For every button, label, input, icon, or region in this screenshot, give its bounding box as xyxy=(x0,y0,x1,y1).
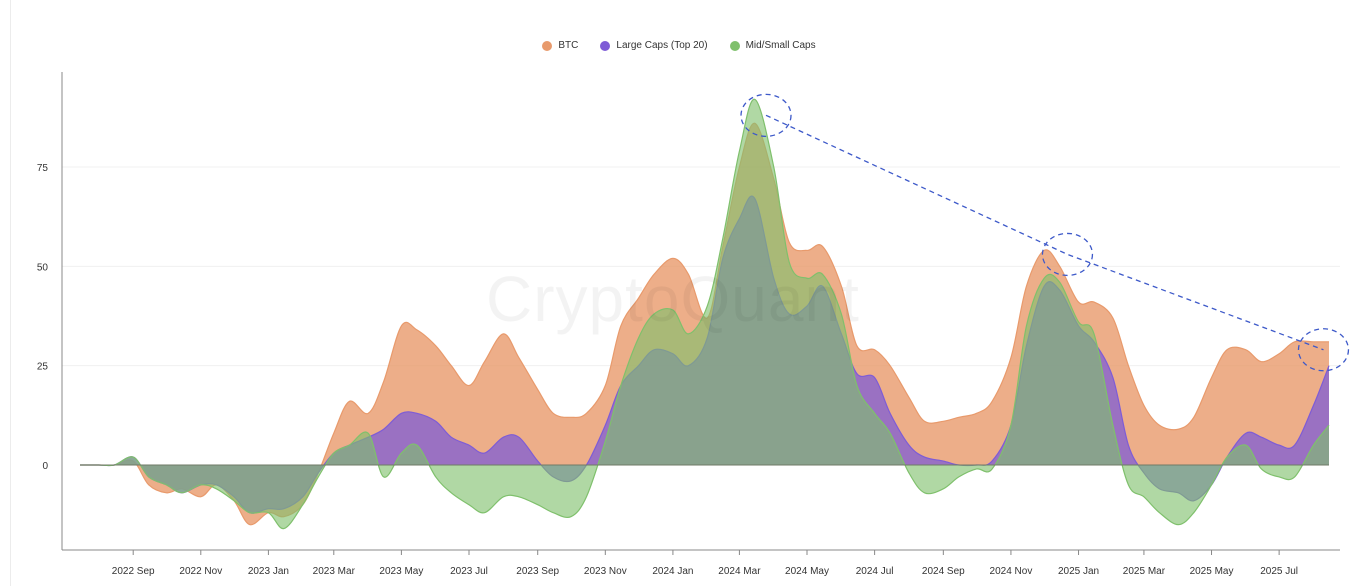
legend-item-mid-small-caps[interactable]: Mid/Small Caps xyxy=(729,40,816,51)
x-tick-label: 2024 May xyxy=(785,566,829,577)
legend-label-btc: BTC xyxy=(558,40,579,51)
x-tick-label: 2023 Nov xyxy=(584,566,627,577)
x-tick-label: 2024 Jan xyxy=(652,566,693,577)
legend-item-large-caps[interactable]: Large Caps (Top 20) xyxy=(600,40,708,51)
x-tick-label: 2024 Nov xyxy=(990,566,1033,577)
peak-circle-3 xyxy=(1297,328,1350,372)
chart-legend: BTC Large Caps (Top 20) Mid/Small Caps xyxy=(0,40,1358,51)
legend-label-large-caps: Large Caps (Top 20) xyxy=(616,40,708,51)
legend-dot-btc-icon xyxy=(542,40,553,51)
x-tick-label: 2025 Jan xyxy=(1058,566,1099,577)
peak-trend-dashed-line xyxy=(765,114,1324,351)
left-border-line xyxy=(10,0,11,586)
axes: 0 25 50 75 2022 Sep 2022 Nov 2023 Jan 2023 Mar 2… xyxy=(37,72,1340,577)
y-tick-label: 25 xyxy=(37,362,49,373)
legend-dot-large-caps-icon xyxy=(600,40,611,51)
y-tick-label: 0 xyxy=(42,461,48,472)
peak-circle-2 xyxy=(1041,232,1094,277)
legend-label-mid-small-caps: Mid/Small Caps xyxy=(745,40,816,51)
x-tick-label: 2024 Sep xyxy=(922,566,965,577)
x-tick-label: 2022 Sep xyxy=(112,566,155,577)
x-tick-label: 2023 May xyxy=(379,566,423,577)
area-series-layer xyxy=(80,98,1330,530)
x-tick-label: 2023 Sep xyxy=(516,566,559,577)
legend-item-btc[interactable]: BTC xyxy=(542,40,578,51)
x-tick-label: 2023 Jul xyxy=(450,566,488,577)
x-tick-label: 2025 Mar xyxy=(1123,566,1166,577)
x-tick-label: 2022 Nov xyxy=(179,566,222,577)
x-tick-label: 2023 Mar xyxy=(313,566,356,577)
y-tick-label: 50 xyxy=(37,262,49,273)
area-mid-small-caps-line xyxy=(80,98,1330,530)
x-tick-label: 2024 Jul xyxy=(856,566,894,577)
peak-annotations xyxy=(740,93,1350,372)
legend-dot-mid-small-caps-icon xyxy=(729,40,740,51)
x-tick-label: 2025 May xyxy=(1190,566,1234,577)
x-tick-label: 2025 Jul xyxy=(1260,566,1298,577)
y-tick-label: 75 xyxy=(37,163,49,174)
peak-circle-1 xyxy=(740,93,792,137)
x-tick-label: 2024 Mar xyxy=(718,566,761,577)
x-tick-label: 2023 Jan xyxy=(248,566,289,577)
